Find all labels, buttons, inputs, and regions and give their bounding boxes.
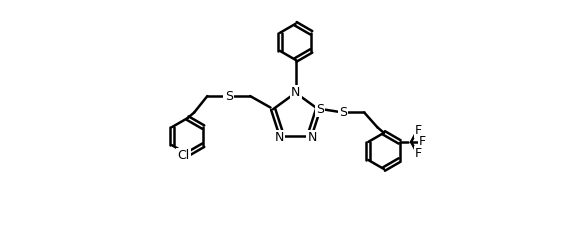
Text: F: F	[419, 135, 426, 148]
Text: F: F	[415, 124, 422, 137]
Text: N: N	[291, 86, 300, 99]
Text: S: S	[339, 106, 347, 119]
Text: S: S	[225, 89, 233, 103]
Text: F: F	[415, 147, 422, 160]
Text: N: N	[275, 131, 284, 144]
Text: S: S	[316, 103, 324, 116]
Text: N: N	[308, 131, 317, 144]
Text: Cl: Cl	[178, 149, 190, 162]
